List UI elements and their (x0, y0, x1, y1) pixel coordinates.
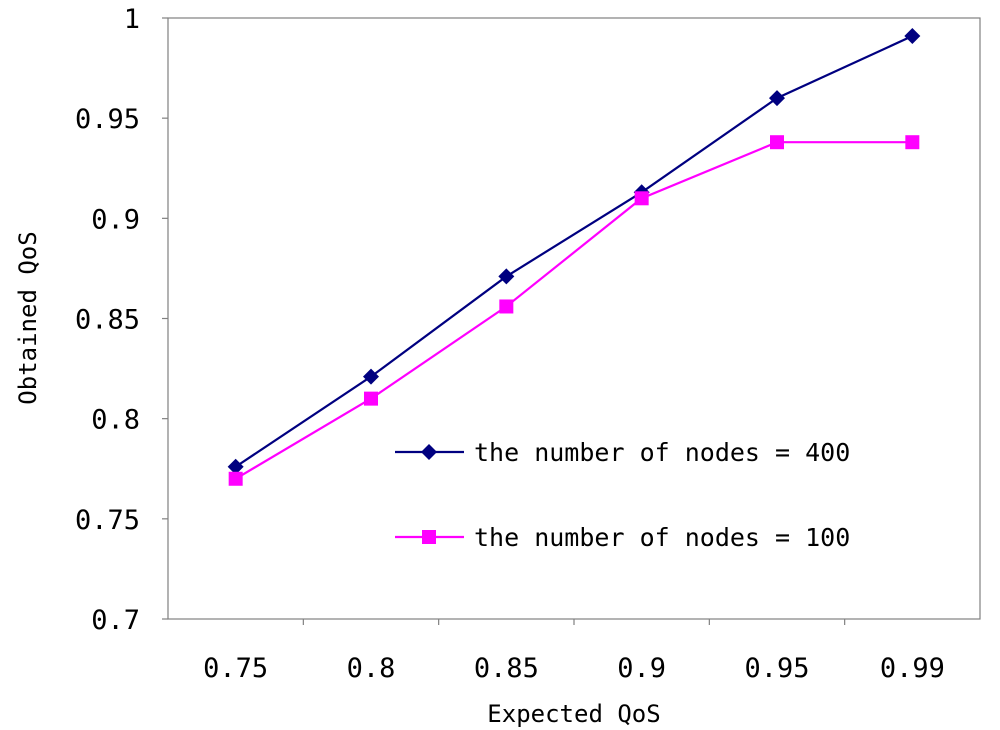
y-tick-label: 1 (124, 4, 140, 35)
series-line (235, 35, 913, 468)
x-tick-label: 0.75 (203, 653, 268, 684)
legend-marker (421, 444, 437, 460)
y-tick-label: 0.8 (91, 405, 140, 436)
data-point (634, 191, 649, 206)
legend-label: the number of nodes = 400 (474, 438, 850, 467)
legend: the number of nodes = 400 the number of n… (395, 438, 850, 552)
series-1 (228, 135, 920, 486)
series-layer (227, 28, 921, 486)
x-axis-title: Expected QoS (487, 700, 660, 728)
data-point (770, 135, 784, 150)
y-tick-label: 0.75 (75, 505, 140, 536)
x-axis: 0.75 0.8 0.85 0.9 0.95 0.99 (203, 619, 945, 684)
legend-item: the number of nodes = 100 (395, 523, 850, 552)
data-point (904, 28, 921, 45)
y-tick-label: 0.95 (75, 104, 140, 135)
x-tick-label: 0.8 (347, 653, 396, 684)
y-tick-label: 0.7 (91, 605, 140, 636)
data-point (905, 135, 920, 150)
data-point (228, 471, 243, 486)
y-tick-label: 0.85 (75, 305, 140, 336)
legend-marker (422, 530, 436, 544)
series-0 (227, 28, 921, 475)
x-tick-label: 0.85 (474, 653, 539, 684)
y-axis-title: Obtained QoS (14, 231, 42, 404)
data-point (363, 368, 379, 385)
series-line (235, 141, 913, 480)
legend-label: the number of nodes = 100 (474, 523, 850, 552)
y-axis: 0.7 0.75 0.8 0.85 0.9 0.95 1 (75, 4, 168, 636)
x-tick-label: 0.95 (744, 653, 809, 684)
data-point (499, 299, 514, 314)
legend-item: the number of nodes = 400 (395, 438, 850, 467)
data-point (227, 458, 244, 475)
plot-area (167, 17, 981, 620)
data-point (769, 90, 785, 107)
data-point (498, 268, 515, 285)
x-tick-label: 0.9 (617, 653, 666, 684)
y-tick-label: 0.9 (91, 204, 140, 235)
data-point (364, 391, 378, 406)
x-tick-label: 0.99 (880, 653, 945, 684)
